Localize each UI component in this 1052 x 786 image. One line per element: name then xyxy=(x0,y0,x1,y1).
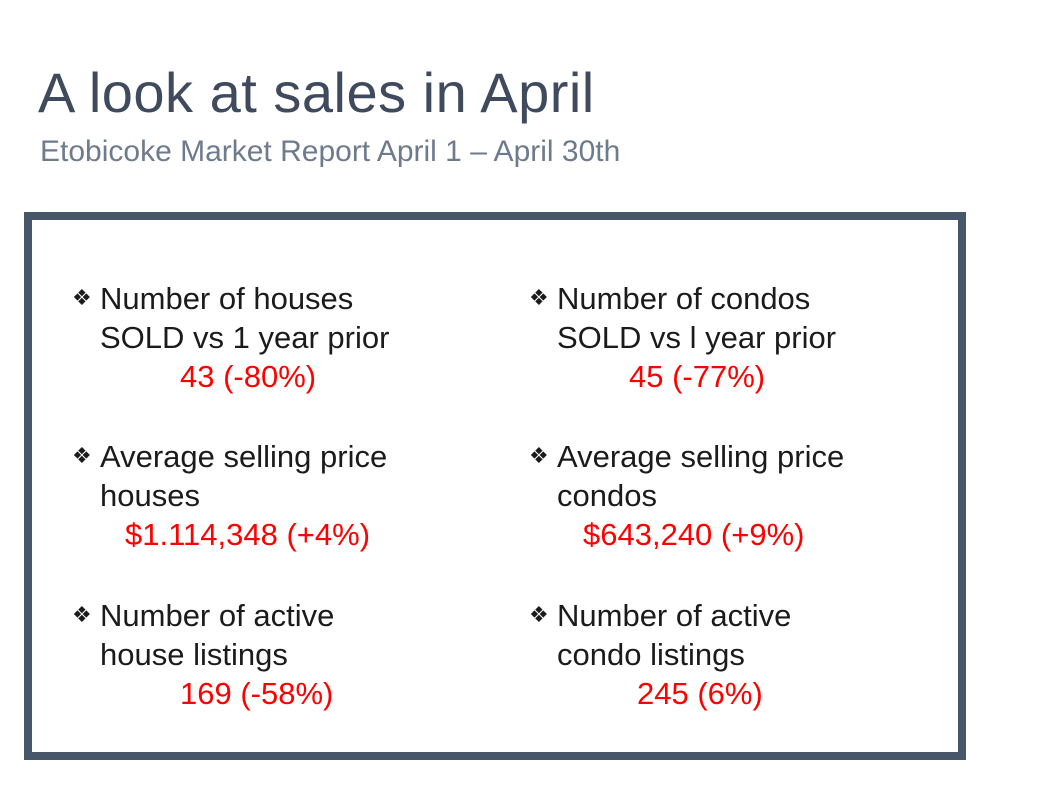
stat-label-line1: Number of active xyxy=(100,598,335,633)
stat-label: ❖ Number of active condo listings xyxy=(527,596,947,674)
four-diamond-bullet-icon: ❖ xyxy=(529,444,549,469)
stat-label-line2: condos xyxy=(557,478,657,513)
stat-label-line2: SOLD vs l year prior xyxy=(557,320,837,355)
stat-label-line1: Average selling price xyxy=(557,439,845,474)
stat-condos-sold: ❖ Number of condos SOLD vs l year prior … xyxy=(527,279,947,396)
stat-value: 169 (-58%) xyxy=(180,676,334,711)
stat-condos-avg-price: ❖ Average selling price condos $643,240 … xyxy=(527,437,947,554)
stat-houses-avg-price: ❖ Average selling price houses $1.114,34… xyxy=(70,437,490,554)
stat-houses-sold: ❖ Number of houses SOLD vs 1 year prior … xyxy=(70,279,490,396)
stat-condos-active: ❖ Number of active condo listings 245 (6… xyxy=(527,596,947,713)
stat-label: ❖ Number of active house listings xyxy=(70,596,490,674)
stat-label-line2: house listings xyxy=(100,637,288,672)
stat-label: ❖ Number of houses SOLD vs 1 year prior xyxy=(70,279,490,357)
stat-value: $643,240 (+9%) xyxy=(583,517,805,552)
stat-value: 43 (-80%) xyxy=(180,359,317,394)
stat-label: ❖ Average selling price condos xyxy=(527,437,947,515)
stat-label-line1: Number of active xyxy=(557,598,792,633)
stat-value: 45 (-77%) xyxy=(629,359,766,394)
four-diamond-bullet-icon: ❖ xyxy=(529,603,549,628)
stat-label-line1: Number of condos xyxy=(557,281,811,316)
stat-houses-active: ❖ Number of active house listings 169 (-… xyxy=(70,596,490,713)
four-diamond-bullet-icon: ❖ xyxy=(72,444,92,469)
stat-label-line1: Number of houses xyxy=(100,281,354,316)
stat-label-line2: SOLD vs 1 year prior xyxy=(100,320,390,355)
stat-label-line1: Average selling price xyxy=(100,439,388,474)
four-diamond-bullet-icon: ❖ xyxy=(529,286,549,311)
four-diamond-bullet-icon: ❖ xyxy=(72,286,92,311)
four-diamond-bullet-icon: ❖ xyxy=(72,603,92,628)
stat-value: 245 (6%) xyxy=(637,676,763,711)
stat-label-line2: houses xyxy=(100,478,200,513)
stat-value: $1.114,348 (+4%) xyxy=(125,517,371,552)
stat-label: ❖ Average selling price houses xyxy=(70,437,490,515)
stat-label-line2: condo listings xyxy=(557,637,745,672)
stat-label: ❖ Number of condos SOLD vs l year prior xyxy=(527,279,947,357)
slide-subtitle: Etobicoke Market Report April 1 – April … xyxy=(40,135,621,168)
slide-title: A look at sales in April xyxy=(38,61,595,124)
stats-panel: ❖ Number of houses SOLD vs 1 year prior … xyxy=(24,212,966,760)
